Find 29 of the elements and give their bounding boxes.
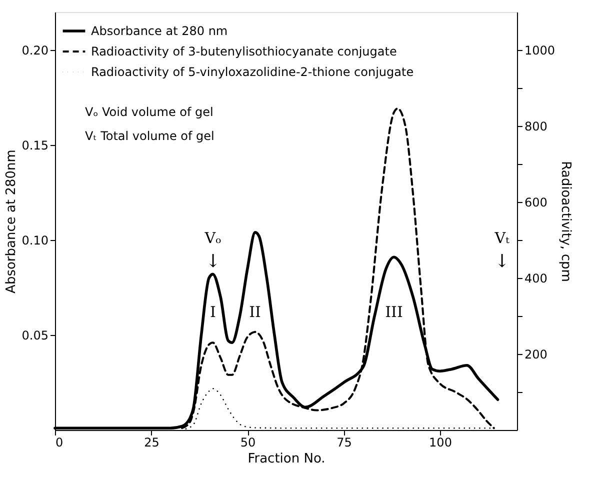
y-tick-label: 0.05 xyxy=(22,328,48,342)
y-tick-label: 0.20 xyxy=(22,44,48,58)
y2-tick-label: 600 xyxy=(524,196,548,210)
annotation: Vₜ Total volume of gel xyxy=(85,129,214,143)
annotation: ↓ xyxy=(494,251,510,272)
y2-tick-label: 800 xyxy=(524,120,548,134)
x-tick-label: 50 xyxy=(240,436,256,450)
legend-label: Radioactivity of 3-butenylisothiocyanate conjugate xyxy=(91,44,397,58)
annotation: ↓ xyxy=(205,251,221,272)
legend-label: Absorbance at 280 nm xyxy=(91,24,228,38)
y-tick-label: 0.15 xyxy=(22,138,48,152)
y2-tick-label: 200 xyxy=(524,348,548,362)
x-axis-title: Fraction No. xyxy=(248,452,326,466)
annotation: I xyxy=(210,303,216,321)
x-tick-label: 0 xyxy=(56,436,64,450)
legend-label: Radioactivity of 5-vinyloxazolidine-2-thione conjugate xyxy=(91,65,414,79)
y2-tick-label: 1000 xyxy=(524,44,556,58)
annotation: Vₒ xyxy=(204,229,222,247)
annotation: Vₒ Void volume of gel xyxy=(85,105,214,119)
annotation: II xyxy=(249,303,261,321)
y-tick-label: 0.10 xyxy=(22,234,48,248)
y2-tick-label: 400 xyxy=(524,272,548,286)
x-tick-label: 100 xyxy=(429,436,452,450)
y2-axis-title: Radioactivity, cpm xyxy=(558,161,574,282)
x-tick-label: 25 xyxy=(144,436,160,450)
annotation: III xyxy=(385,303,403,321)
y-axis-title: Absorbance at 280nm xyxy=(4,150,19,294)
annotation: Vₜ xyxy=(494,229,510,247)
x-tick-label: 75 xyxy=(336,436,352,450)
